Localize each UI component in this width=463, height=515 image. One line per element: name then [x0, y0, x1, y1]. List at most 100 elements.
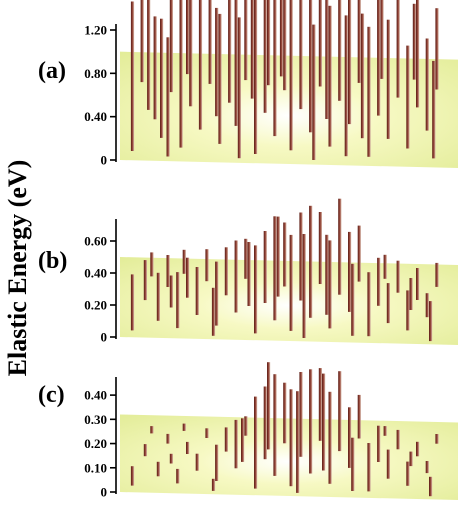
spike-18: [309, 369, 313, 474]
panel-2: 0.40 0.30 0.20 0.10 0 (c): [38, 362, 458, 500]
spike-33: [182, 423, 186, 431]
spike-20: [328, 5, 332, 147]
spike-9: [224, 247, 228, 296]
spike-37: [296, 391, 300, 493]
spike-34: [211, 287, 216, 336]
spike-23: [357, 0, 361, 83]
y-tick-label-3: 0: [101, 330, 108, 345]
spike-39: [351, 437, 355, 491]
y-tick-label-0: 1.20: [84, 23, 107, 38]
spike-47: [360, 13, 365, 139]
spike-11: [244, 0, 248, 81]
spike-44: [237, 17, 241, 159]
spike-33: [182, 249, 186, 274]
panel-1: 0.60 0.40 0.20 0 (b): [38, 198, 458, 345]
spike-1: [143, 444, 147, 457]
spike-17: [299, 0, 303, 110]
spike-2: [156, 461, 160, 477]
spike-34: [186, 0, 190, 75]
surface-plane: [120, 51, 458, 168]
spike-35: [241, 418, 245, 462]
spike-36: [267, 362, 271, 450]
spike-40: [383, 254, 387, 279]
spike-4: [179, 0, 183, 148]
spike-19: [318, 368, 322, 441]
spike-21: [338, 371, 342, 452]
spike-25: [377, 0, 381, 116]
spike-8: [215, 444, 219, 481]
spike-32: [150, 426, 154, 434]
spike-9: [224, 427, 228, 452]
spike-13: [263, 0, 267, 113]
spike-32: [140, 0, 144, 83]
spike-8: [218, 13, 222, 144]
y-tick-label-2: 0.40: [84, 109, 107, 124]
spike-38: [322, 373, 326, 471]
spike-18: [309, 0, 313, 133]
spike-1: [143, 260, 147, 301]
spike-28: [406, 290, 410, 331]
spike-5: [186, 257, 190, 298]
spike-18: [309, 205, 313, 318]
spike-34: [211, 478, 216, 491]
spike-27: [396, 260, 400, 293]
spike-24: [367, 443, 371, 492]
spike-9: [228, 0, 232, 103]
spike-28: [406, 461, 410, 486]
spike-36: [250, 0, 254, 99]
panel-label-1: (b): [38, 248, 67, 274]
spike-38: [312, 24, 316, 160]
spike-31: [435, 8, 439, 90]
spike-31: [435, 262, 439, 287]
spike-6: [195, 267, 199, 315]
spike-13: [263, 231, 267, 303]
spike-38: [325, 234, 329, 315]
spike-22: [348, 407, 352, 468]
spike-4: [176, 272, 180, 329]
spike-29: [416, 268, 420, 300]
spike-39: [351, 263, 355, 336]
spike-7: [205, 249, 209, 282]
spike-30: [425, 293, 429, 318]
spike-23: [357, 225, 361, 282]
spike-10: [234, 0, 238, 126]
spike-20: [328, 391, 332, 484]
spike-17: [299, 212, 303, 301]
spike-22: [348, 0, 352, 125]
spike-0: [130, 466, 135, 486]
spike-35: [247, 242, 251, 306]
spike-11: [244, 238, 248, 279]
spike-19: [318, 212, 322, 284]
spike-23: [357, 394, 361, 439]
spike-8: [215, 261, 219, 326]
spike-5: [189, 0, 193, 107]
spike-2: [156, 272, 160, 321]
spike-15: [283, 382, 287, 444]
spike-26: [386, 449, 390, 479]
y-tick-label-1: 0.80: [84, 66, 107, 81]
spike-42: [429, 476, 433, 497]
y-tick-label-4: 0: [101, 485, 108, 500]
spike-10: [234, 419, 238, 469]
spike-43: [169, 453, 173, 464]
spike-12: [254, 396, 258, 489]
spike-26: [386, 283, 390, 324]
y-axis-label: Elastic Energy (eV): [3, 160, 32, 377]
spike-14: [273, 374, 277, 476]
spike-25: [377, 257, 381, 306]
spike-37: [302, 234, 306, 338]
spike-0: [130, 1, 135, 151]
spike-45: [267, 0, 271, 86]
spike-30: [425, 461, 429, 474]
spike-29: [416, 0, 420, 108]
spike-11: [244, 416, 248, 436]
spike-41: [409, 451, 413, 467]
spike-27: [396, 0, 400, 98]
spike-21: [338, 198, 342, 295]
spike-20: [328, 240, 332, 329]
spike-40: [383, 426, 387, 436]
spike-39: [344, 15, 348, 157]
y-tick-label-1: 0.30: [84, 412, 107, 427]
spike-4: [176, 468, 180, 484]
